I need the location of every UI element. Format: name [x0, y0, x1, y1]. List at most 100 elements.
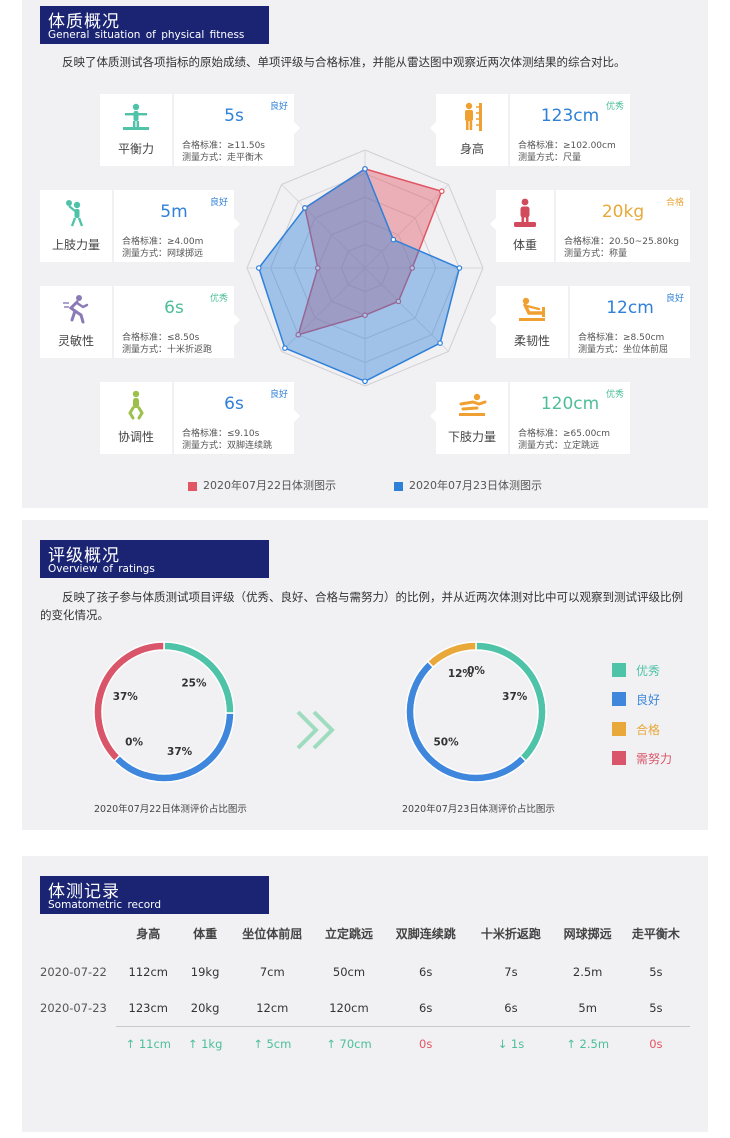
grade-badge: 良好: [209, 198, 228, 208]
table-cell: 7cm: [259, 965, 285, 979]
section-description: 反映了孩子参与体质测试项目评级（优秀、良好、合格与需努力）的比例，并从近两次体测…: [40, 590, 683, 622]
grade-badge: 良好: [269, 102, 288, 112]
card-value: 5s: [224, 106, 244, 126]
legend-swatch: [188, 481, 197, 491]
radar-point-1-3: [437, 340, 443, 346]
radar-axis-1: [364, 184, 449, 269]
legend-label: 需努力: [636, 752, 673, 766]
section-description: 反映了体质测试各项指标的原始成绩、单项评级与合格标准，并能从雷达图中观察近两次体…: [62, 55, 626, 69]
diff-cell: 0s: [621, 1025, 690, 1062]
table-header-row: 身高 体重 坐位体前屈 立定跳远 双脚连续跳 十米折返跑 网球掷远 走平衡木: [40, 924, 690, 942]
radar-point-0-5: [295, 331, 302, 338]
donut-label-合格: 12%: [448, 668, 474, 680]
scale-icon: [514, 198, 536, 227]
radar-point-0-6: [315, 265, 321, 271]
card-label: 上肢力量: [51, 238, 100, 252]
grade-badge: 良好: [269, 390, 288, 400]
radar-point-1-7: [302, 205, 308, 211]
column-header: 网球掷远: [563, 926, 612, 941]
card-value: 120cm: [540, 394, 600, 414]
grade-badge: 优秀: [209, 294, 228, 304]
radar-chart: [246, 149, 484, 387]
table-cell: 19kg: [190, 965, 220, 979]
ratings-overview-panel: 评级概况 Overview of ratings 反映了孩子参与体质测试项目评级…: [22, 520, 708, 830]
radar-point-1-2: [456, 265, 463, 271]
radar-point-1-1: [390, 236, 397, 243]
donut-label-良好: 50%: [433, 736, 459, 748]
radar-point-0-1: [438, 188, 445, 195]
table-cell: 7s: [504, 965, 518, 979]
diff-cell: ↑ 70cm: [314, 1025, 384, 1062]
grade-badge: 合格: [665, 198, 684, 208]
card-label: 协调性: [117, 430, 154, 444]
table-cell: 5s: [649, 965, 663, 979]
donut-label-优秀: 37%: [502, 691, 528, 703]
radar-point-1-5: [282, 345, 288, 351]
diff-cell: ↑ 5cm: [229, 1025, 315, 1062]
column-header: 十米折返跑: [480, 926, 541, 941]
radar-legend-item-1: 2020年07月22日体测图示: [188, 477, 336, 493]
card-method: 测量方式：双脚连续跳: [182, 441, 273, 451]
radar-point-1-0: [362, 166, 368, 172]
legend-label: 2020年07月22日体测图示: [203, 479, 336, 492]
table-cell: 123cm: [128, 1000, 169, 1015]
card-label: 下肢力量: [447, 430, 496, 444]
column-header: 双脚连续跳: [395, 926, 456, 941]
record-table: 身高 体重 坐位体前屈 立定跳远 双脚连续跳 十米折返跑 网球掷远 走平衡木 2…: [40, 924, 690, 1062]
diff-cell: ↑ 11cm: [116, 1025, 181, 1062]
sit-reach-icon: [519, 297, 545, 321]
height-ruler-icon: [465, 102, 482, 131]
donut-slice-需努力: [93, 641, 165, 763]
long-jump-icon: [459, 393, 487, 416]
table-cell: 2.5m: [572, 965, 603, 979]
section-header: 体测记录 Somatometric record: [40, 876, 269, 914]
legend-swatch: [612, 751, 626, 765]
grade-badge: 优秀: [605, 390, 624, 400]
radar-point-0-4: [362, 312, 368, 319]
diff-cell: ↑ 1kg: [180, 1025, 230, 1062]
table-cell: 6s: [419, 1000, 433, 1015]
table-row: 2020-07-23 123cm 20kg 12cm 120cm 6s 6s 5…: [40, 990, 690, 1026]
donut-chart-0722: 25% 37% 0% 37%: [93, 641, 235, 783]
table-cell: 12cm: [256, 1000, 289, 1015]
legend-swatch: [612, 722, 626, 736]
legend-swatch: [612, 692, 626, 706]
donut-label-良好: 37%: [167, 746, 193, 758]
legend-label: 优秀: [636, 664, 661, 678]
card-method: 测量方式：称量: [564, 249, 628, 259]
section-subtitle: Somatometric record: [48, 899, 161, 911]
donut-label-优秀: 25%: [181, 678, 207, 690]
card-method: 测量方式：尺量: [518, 153, 582, 163]
card-value: 12cm: [606, 298, 654, 318]
table-cell: 120cm: [329, 1000, 369, 1015]
donut-slice-合格: [426, 641, 477, 669]
table-cell: 5m: [578, 1000, 597, 1015]
donut-label-需努力: 0%: [467, 665, 485, 677]
table-row: 2020-07-22 112cm 19kg 7cm 50cm 6s 7s 2.5…: [40, 954, 690, 990]
column-header: 坐位体前屈: [242, 926, 303, 941]
ball-throw-icon: [66, 200, 84, 227]
section-subtitle: Overview of ratings: [48, 563, 155, 575]
jump-icon: [128, 390, 144, 420]
table-cell: 6s: [419, 965, 433, 979]
row-date: 2020-07-22: [40, 965, 107, 979]
card-value: 20kg: [601, 202, 645, 222]
column-header: 身高: [136, 926, 161, 941]
legend-label: 良好: [636, 693, 661, 707]
section-subtitle: General situation of physical fitness: [48, 29, 245, 41]
diff-cell: 0s: [383, 1025, 469, 1062]
table-cell: 5s: [649, 1000, 663, 1015]
donut-chart-0723: 37% 50% 12%0%: [405, 641, 547, 783]
radar-axis-7: [281, 184, 366, 269]
radar-point-0-3: [395, 298, 402, 305]
card-value: 5m: [160, 202, 188, 222]
grade-badge: 优秀: [605, 102, 624, 112]
row-date: 2020-07-23: [40, 1001, 107, 1015]
card-method: 测量方式：坐位体前屈: [578, 345, 669, 355]
donut-label-需努力: 37%: [113, 691, 139, 703]
card-label: 身高: [459, 142, 484, 156]
radar-axis-3: [364, 267, 449, 352]
radar-axis-5: [281, 267, 366, 352]
card-method: 测量方式：网球掷远: [122, 249, 204, 259]
somatometric-record-panel: 体测记录 Somatometric record 身高 体重 坐位体前屈 立定跳…: [22, 856, 708, 1132]
